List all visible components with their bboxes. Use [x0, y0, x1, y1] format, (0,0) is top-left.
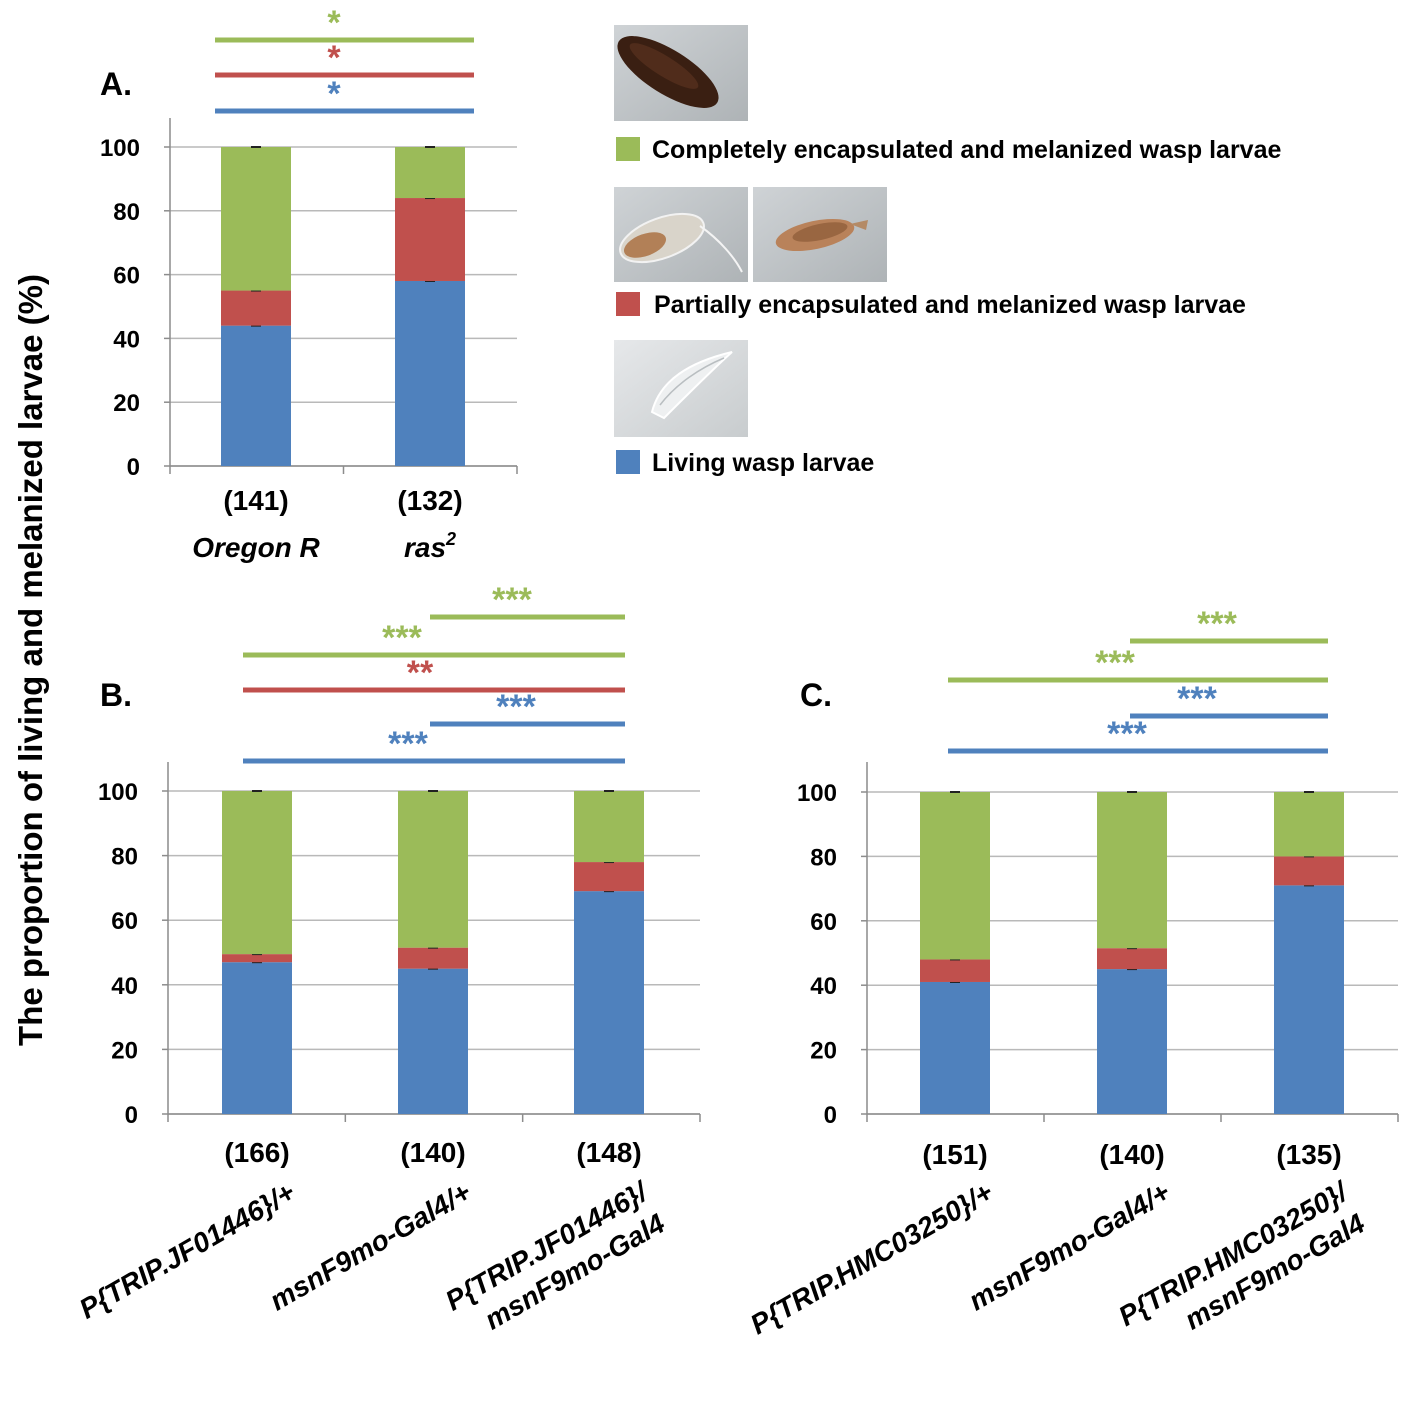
- legend-swatch-partial: [616, 292, 640, 316]
- bar-living: [221, 325, 291, 466]
- bar-complete: [221, 147, 291, 291]
- sample-count: (140): [400, 1137, 465, 1168]
- significance-stars: ***: [1107, 715, 1147, 753]
- legend-label-living: Living wasp larvae: [652, 449, 874, 477]
- y-tick-label: 0: [127, 454, 140, 481]
- bar-living: [920, 981, 990, 1114]
- panel-b-chart: B. 0 20 40 60 80 100 (166) P{TRIP.JF01446}/+ (140…: [74, 581, 701, 1348]
- y-tick-label: 60: [111, 908, 138, 935]
- y-tick-label: 0: [824, 1102, 837, 1129]
- sample-count: (140): [1099, 1139, 1164, 1170]
- category-label: Oregon R: [192, 532, 320, 563]
- y-tick-label: 60: [810, 909, 837, 936]
- significance-stars: ***: [492, 581, 532, 619]
- category-label: ras2: [404, 529, 456, 563]
- legend-swatch-living: [616, 450, 640, 474]
- significance-stars: ***: [1197, 605, 1237, 643]
- y-tick-label: 100: [98, 779, 138, 806]
- legend-label-complete: Completely encapsulated and melanized wa…: [652, 136, 1281, 164]
- significance-stars: *: [327, 39, 341, 77]
- significance-stars: ***: [382, 619, 422, 657]
- sample-count: (135): [1276, 1139, 1341, 1170]
- significance-stars: *: [327, 75, 341, 113]
- category-label-line: P{TRIP.HMC03250}/+: [745, 1176, 998, 1340]
- category-label: P{TRIP.JF01446}/msnF9mo-Gal4: [440, 1175, 673, 1348]
- bar-partial: [395, 198, 465, 281]
- significance-stars: ***: [496, 688, 536, 726]
- sample-count: (132): [397, 485, 462, 516]
- y-tick-label: 60: [113, 263, 140, 290]
- y-tick-label: 80: [111, 844, 138, 871]
- bar-complete: [395, 147, 465, 199]
- bar-complete: [1274, 792, 1344, 857]
- significance-stars: **: [407, 654, 434, 692]
- bar-living: [574, 891, 644, 1114]
- micrograph-partial-melanized-1: [614, 187, 748, 282]
- bar-living: [222, 962, 292, 1114]
- panel-c-chart: C. 0 20 40 60 80 100 (151) P{TRIP.HMC03250}/+ (14…: [745, 605, 1399, 1340]
- y-axis-label: The proportion of living and melanized l…: [12, 274, 49, 1046]
- bar-partial: [574, 862, 644, 892]
- category-label: P{TRIP.HMC03250}/+: [745, 1176, 998, 1340]
- y-tick-label: 80: [810, 844, 837, 871]
- sample-count: (166): [224, 1137, 289, 1168]
- y-tick-label: 40: [111, 973, 138, 1000]
- significance-stars: ***: [1095, 644, 1135, 682]
- bar-partial: [221, 290, 291, 326]
- sample-count: (148): [576, 1137, 641, 1168]
- bar-complete: [222, 791, 292, 955]
- bar-partial: [1274, 856, 1344, 886]
- bar-complete: [1097, 792, 1167, 949]
- y-tick-label: 20: [113, 390, 140, 417]
- legend-label-partial: Partially encapsulated and melanized was…: [654, 291, 1246, 319]
- bar-living: [398, 968, 468, 1114]
- bar-complete: [574, 791, 644, 863]
- significance-stars: ***: [388, 725, 428, 763]
- micrograph-complete-melanized: [614, 25, 748, 121]
- y-tick-label: 40: [113, 326, 140, 353]
- sample-count: (141): [223, 485, 288, 516]
- micrograph-living: [614, 340, 748, 437]
- panel-label: C.: [800, 677, 832, 713]
- y-tick-label: 100: [100, 135, 140, 162]
- legend: Completely encapsulated and melanized wa…: [614, 25, 1281, 477]
- y-tick-label: 80: [113, 199, 140, 226]
- bar-partial: [398, 947, 468, 969]
- sample-count: (151): [922, 1139, 987, 1170]
- bar-living: [1274, 885, 1344, 1114]
- bar-partial: [222, 954, 292, 963]
- category-label: P{TRIP.JF01446}/+: [74, 1176, 300, 1324]
- bar-complete: [920, 792, 990, 960]
- bar-partial: [1097, 948, 1167, 970]
- micrograph-partial-melanized-2: [753, 187, 887, 282]
- bar-complete: [398, 791, 468, 948]
- y-tick-label: 0: [125, 1102, 138, 1129]
- significance-stars: ***: [1177, 680, 1217, 718]
- legend-swatch-complete: [616, 137, 640, 161]
- panel-label: A.: [100, 66, 132, 102]
- y-tick-label: 40: [810, 973, 837, 1000]
- category-superscript: 2: [445, 529, 456, 549]
- bar-living: [1097, 969, 1167, 1114]
- y-tick-label: 20: [810, 1038, 837, 1065]
- panel-label: B.: [100, 677, 132, 713]
- bar-living: [395, 280, 465, 466]
- y-tick-label: 20: [111, 1037, 138, 1064]
- y-tick-label: 100: [797, 780, 837, 807]
- significance-stars: *: [327, 4, 341, 42]
- category-label-line: P{TRIP.JF01446}/+: [74, 1176, 300, 1324]
- bar-partial: [920, 959, 990, 982]
